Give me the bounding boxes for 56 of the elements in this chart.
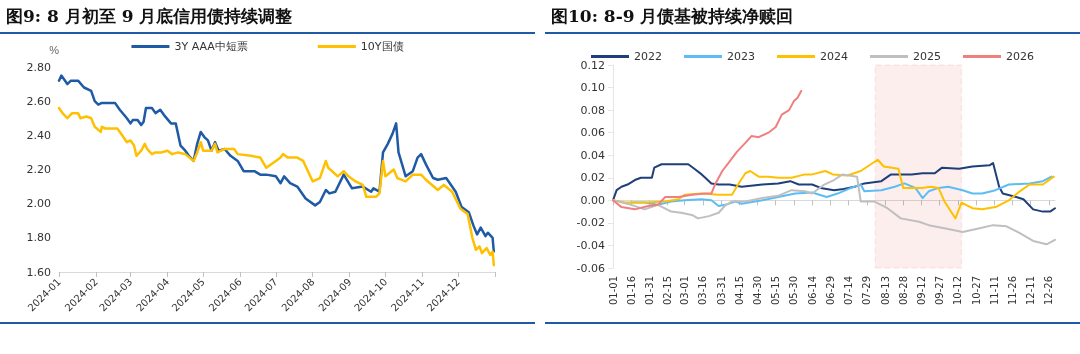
x-tick-label: 09-12 xyxy=(915,276,927,306)
y-tick-label: 2.00 xyxy=(26,197,51,211)
y-tick-label: 2.20 xyxy=(26,163,51,176)
line-series xyxy=(612,89,803,211)
legend-label: 2026 xyxy=(1005,50,1034,63)
y-tick-label: 0.06 xyxy=(580,126,605,140)
y-tick-label: 0.12 xyxy=(580,58,605,72)
x-tick-label: 03-31 xyxy=(715,276,727,306)
x-tick-label: 12-11 xyxy=(1025,276,1037,306)
legend-label: 2022 xyxy=(634,50,663,63)
x-tick-label: 06-14 xyxy=(806,276,818,306)
x-tick-label: 03-01 xyxy=(679,276,691,306)
y-tick-label: -0.04 xyxy=(576,238,605,252)
legend-label: 10Y国债 xyxy=(360,40,404,53)
y-tick-label: -0.02 xyxy=(576,216,605,230)
x-tick-label: 08-13 xyxy=(879,276,891,306)
x-tick-label: 10-12 xyxy=(952,276,964,306)
y-tick-label: 2.80 xyxy=(26,60,51,74)
y-tick-label: 0.10 xyxy=(580,81,605,95)
x-tick-label: 07-14 xyxy=(843,276,855,306)
x-tick-label: 04-15 xyxy=(733,276,745,306)
y-tick-label: 2.60 xyxy=(26,94,51,108)
x-tick-label: 02-15 xyxy=(662,276,674,306)
chart-title: 图9: 8 月初至 9 月底信用债持续调整 xyxy=(0,0,535,34)
x-tick-label: 04-30 xyxy=(752,276,763,306)
y-tick-label: 0.04 xyxy=(580,148,605,162)
x-tick-label: 12-26 xyxy=(1043,276,1055,306)
line-series xyxy=(57,74,496,253)
x-tick-label: 06-29 xyxy=(824,276,836,306)
y-axis-title: % xyxy=(49,43,60,56)
x-tick-label: 09-27 xyxy=(934,276,946,306)
x-tick-label: 10-27 xyxy=(970,276,982,306)
chart-title: 图10: 8-9 月债基被持续净赎回 xyxy=(545,0,1080,34)
y-tick-label: 0.08 xyxy=(580,103,605,117)
x-tick-label: 05-15 xyxy=(770,276,782,306)
line-series xyxy=(57,106,496,267)
x-tick-label: 07-29 xyxy=(861,276,873,306)
legend-label: 3Y AAA中短票 xyxy=(174,40,248,53)
legend-label: 2024 xyxy=(820,50,848,63)
y-tick-label: 0.00 xyxy=(580,193,605,207)
legend-label: 2025 xyxy=(913,50,941,63)
x-tick-label: 05-30 xyxy=(788,276,800,306)
x-tick-label: 08-28 xyxy=(897,276,909,306)
line-series xyxy=(612,162,1056,213)
y-tick-label: -0.06 xyxy=(576,261,605,275)
y-tick-label: 2.40 xyxy=(26,128,51,142)
y-tick-label: 0.02 xyxy=(580,171,605,185)
x-tick-label: 11-26 xyxy=(1007,276,1018,306)
y-tick-label: 1.80 xyxy=(26,231,51,245)
x-tick-label: 11-11 xyxy=(988,276,1000,306)
x-tick-label: 01-01 xyxy=(607,276,619,306)
x-tick-label: 01-31 xyxy=(643,276,655,306)
x-tick-label: 01-16 xyxy=(625,276,637,306)
legend-label: 2023 xyxy=(727,50,756,63)
y-tick-label: 1.60 xyxy=(26,265,51,279)
x-tick-label: 03-16 xyxy=(697,276,709,306)
